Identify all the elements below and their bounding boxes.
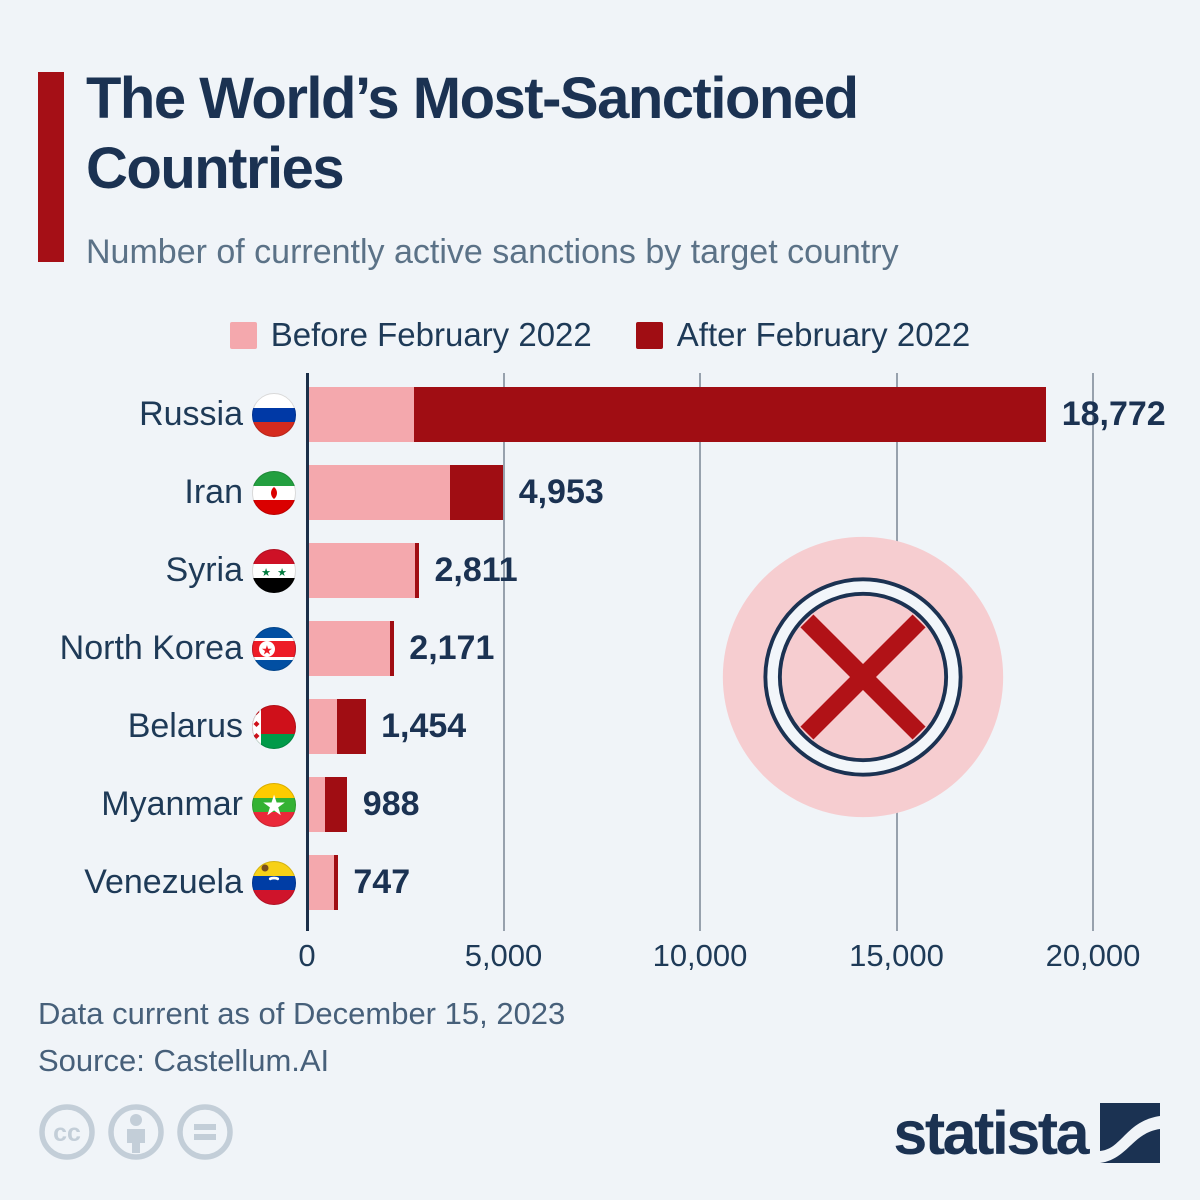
data-note: Data current as of December 15, 2023	[38, 996, 566, 1031]
bar-segment-before	[308, 699, 337, 754]
flag-venezuela-icon	[252, 860, 296, 905]
bar-segment-before	[308, 387, 415, 442]
country-name: North Korea	[59, 629, 243, 667]
bar-segment-after	[414, 387, 1047, 442]
page-subtitle: Number of currently active sanctions by …	[86, 233, 899, 271]
license-icons: cc	[38, 1103, 234, 1161]
x-tick-label-20,000: 20,000	[1045, 938, 1141, 973]
statista-logo: statista	[893, 1098, 1160, 1168]
svg-text:cc: cc	[53, 1119, 81, 1147]
y-axis-line	[305, 373, 309, 931]
bar-segment-after	[450, 465, 504, 520]
sanctions-x-icon	[722, 536, 1004, 818]
chart-legend: Before February 2022 After February 2022	[0, 316, 1200, 354]
x-tick-label-15,000: 15,000	[849, 938, 944, 973]
country-name: Russia	[139, 395, 243, 433]
bar-myanmar	[308, 777, 348, 832]
row-label-iran: Iran	[0, 465, 296, 520]
value-label-belarus: 1,454	[381, 707, 467, 745]
page-title-line1: The World’s Most-Sanctioned	[86, 66, 859, 131]
bar-segment-after	[334, 855, 338, 910]
gridline-5,000	[502, 373, 505, 931]
value-label-north-korea: 2,171	[409, 629, 495, 667]
source-note: Source: Castellum.AI	[38, 1043, 330, 1078]
bar-belarus	[308, 699, 366, 754]
value-label-syria: 2,811	[434, 551, 518, 589]
svg-text:★: ★	[261, 790, 286, 821]
no-derivatives-icon	[177, 1104, 233, 1160]
x-tick-label-10,000: 10,000	[652, 938, 748, 973]
flag-myanmar-icon: ★	[252, 782, 296, 827]
page-title: The World’s Most-Sanctioned Countries	[86, 64, 859, 204]
x-tick-label-5,000: 5,000	[464, 938, 543, 973]
flag-iran-icon	[252, 470, 296, 515]
row-label-russia: Russia	[0, 387, 296, 442]
flag-north-korea-icon: ★	[252, 626, 296, 671]
bar-iran	[308, 465, 504, 520]
attribution-icon	[108, 1104, 164, 1160]
bar-segment-after	[324, 777, 348, 832]
svg-text:★: ★	[261, 642, 273, 657]
value-label-iran: 4,953	[518, 473, 604, 511]
gridline-10,000	[699, 373, 701, 931]
bar-segment-after	[390, 621, 394, 676]
row-label-belarus: Belarus	[0, 699, 296, 754]
page-title-line2: Countries	[86, 136, 345, 201]
bar-north-korea	[308, 621, 394, 676]
country-name: Venezuela	[84, 863, 243, 901]
bar-russia	[308, 387, 1047, 442]
row-label-venezuela: Venezuela	[0, 855, 296, 910]
value-label-russia: 18,772	[1061, 395, 1166, 433]
title-accent-bar	[38, 72, 64, 262]
gridline-20,000	[1092, 373, 1094, 931]
bar-segment-before	[308, 621, 391, 676]
statista-logo-icon	[1100, 1103, 1160, 1163]
value-label-myanmar: 988	[362, 785, 420, 823]
country-name: Belarus	[127, 707, 243, 745]
legend-swatch	[635, 321, 663, 349]
flag-syria-icon: ★ ★	[252, 548, 296, 593]
bar-segment-after	[336, 699, 366, 754]
bar-segment-before	[308, 465, 450, 520]
bar-syria	[308, 543, 419, 598]
value-label-venezuela: 747	[353, 863, 411, 901]
flag-belarus-icon	[252, 704, 296, 749]
legend-item-after: After February 2022	[635, 316, 971, 354]
bar-segment-after	[414, 543, 419, 598]
legend-label: Before February 2022	[270, 316, 592, 353]
svg-text:★: ★	[277, 567, 287, 579]
legend-label: After February 2022	[676, 316, 971, 353]
svg-text:★: ★	[261, 567, 271, 579]
country-name: Iran	[184, 473, 243, 511]
row-label-syria: Syria ★ ★	[0, 543, 296, 598]
legend-swatch	[229, 321, 257, 349]
bar-segment-before	[308, 543, 415, 598]
row-label-myanmar: Myanmar ★	[0, 777, 296, 832]
legend-item-before: Before February 2022	[229, 316, 592, 354]
flag-russia-icon	[252, 392, 296, 437]
bar-segment-before	[308, 855, 334, 910]
x-tick-label-0: 0	[298, 938, 316, 973]
statista-logo-text: statista	[893, 1099, 1089, 1167]
row-label-north-korea: North Korea ★	[0, 621, 296, 676]
country-name: Syria	[165, 551, 243, 589]
bar-venezuela	[308, 855, 338, 910]
cc-icon: cc	[39, 1104, 95, 1160]
bar-segment-before	[308, 777, 325, 832]
country-name: Myanmar	[101, 785, 243, 823]
